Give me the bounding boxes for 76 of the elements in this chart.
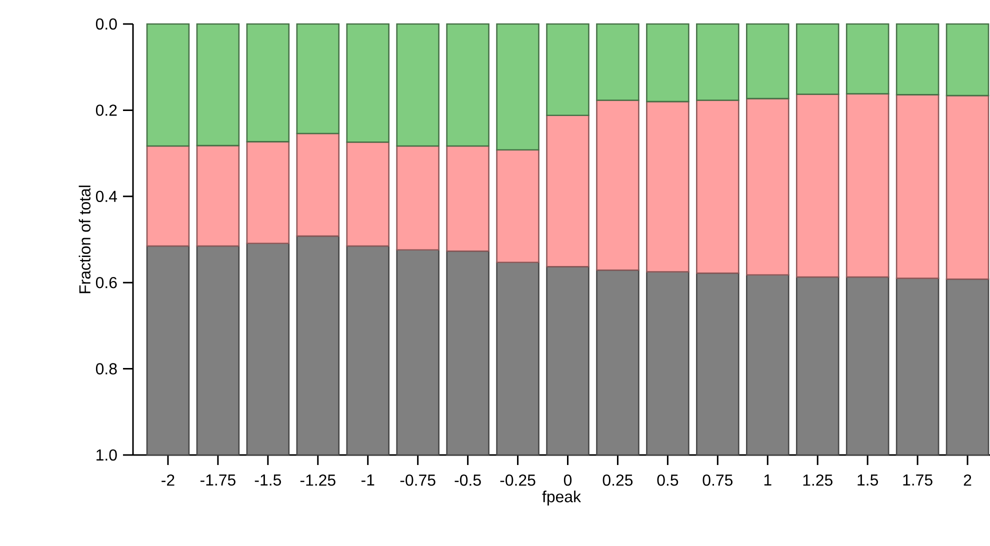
bar (896, 23, 940, 96)
bar (496, 149, 540, 263)
y-tick-label: 0.4 (96, 190, 118, 202)
bar (846, 276, 890, 456)
bar (446, 23, 490, 147)
bar (946, 94, 990, 280)
bar (346, 23, 390, 143)
x-tick-label: -1.25 (300, 474, 336, 486)
x-tick-label: -1.75 (200, 474, 236, 486)
bar (196, 245, 240, 456)
bar (196, 23, 240, 146)
y-tick-label: 0.8 (96, 363, 117, 374)
x-tick-label: 2 (964, 474, 972, 486)
y-axis-title: Fraction of total (78, 186, 91, 294)
bar (146, 23, 190, 147)
bar (546, 23, 590, 116)
y-tick-label: 0.6 (96, 276, 117, 288)
x-tick-label: 0.75 (702, 474, 732, 486)
x-tick-label: 1.5 (858, 474, 878, 486)
bar (796, 94, 840, 278)
bar (946, 278, 990, 456)
x-tick-label: 1.75 (903, 474, 932, 486)
bar (696, 23, 740, 101)
x-tick-label: -0.25 (500, 474, 536, 486)
bar (496, 262, 540, 456)
x-tick-label: 0.25 (602, 474, 633, 486)
x-tick-label: -2 (162, 474, 174, 486)
x-tick-label: -1.5 (254, 474, 281, 486)
bar (896, 278, 940, 456)
bar (796, 276, 840, 456)
bar (396, 249, 440, 456)
bar (596, 23, 640, 101)
bar (296, 132, 340, 237)
bar (796, 23, 840, 95)
bar (746, 98, 790, 276)
x-tick-label: -0.5 (454, 474, 481, 486)
bar (596, 100, 640, 271)
y-tick-label: 0.0 (96, 18, 117, 30)
bar (496, 23, 540, 151)
x-axis-title: fpeak (542, 490, 582, 506)
x-tick-label: 1.25 (803, 474, 832, 486)
bar (246, 23, 290, 142)
bar (146, 245, 190, 456)
bar (646, 100, 690, 272)
x-tick-label: 1 (764, 474, 772, 486)
x-tick-label: -0.75 (400, 474, 436, 486)
bar (246, 141, 290, 244)
bar (896, 94, 940, 279)
bar (696, 272, 740, 456)
bar (296, 235, 340, 456)
bar (196, 144, 240, 247)
bar (446, 145, 490, 252)
bar (746, 274, 790, 456)
bar (446, 250, 490, 456)
bar (596, 269, 640, 456)
bar (546, 114, 590, 268)
bar (146, 145, 190, 247)
bar (946, 23, 990, 96)
bar (696, 100, 740, 274)
bar (846, 93, 890, 278)
x-tick-label: 0.5 (657, 474, 678, 486)
bar (646, 271, 690, 456)
x-tick-label: -1 (361, 474, 374, 486)
bar (246, 242, 290, 456)
bar (396, 23, 440, 147)
y-tick-label: 0.2 (96, 104, 117, 116)
bar (846, 23, 890, 94)
y-tick-label: 1.0 (96, 449, 117, 461)
bar (346, 141, 390, 247)
bar (546, 266, 590, 456)
x-tick-label: 0 (564, 474, 572, 486)
bar (296, 23, 340, 134)
bar (346, 245, 390, 456)
bar (396, 145, 440, 250)
bar (646, 23, 690, 102)
bar (746, 23, 790, 100)
